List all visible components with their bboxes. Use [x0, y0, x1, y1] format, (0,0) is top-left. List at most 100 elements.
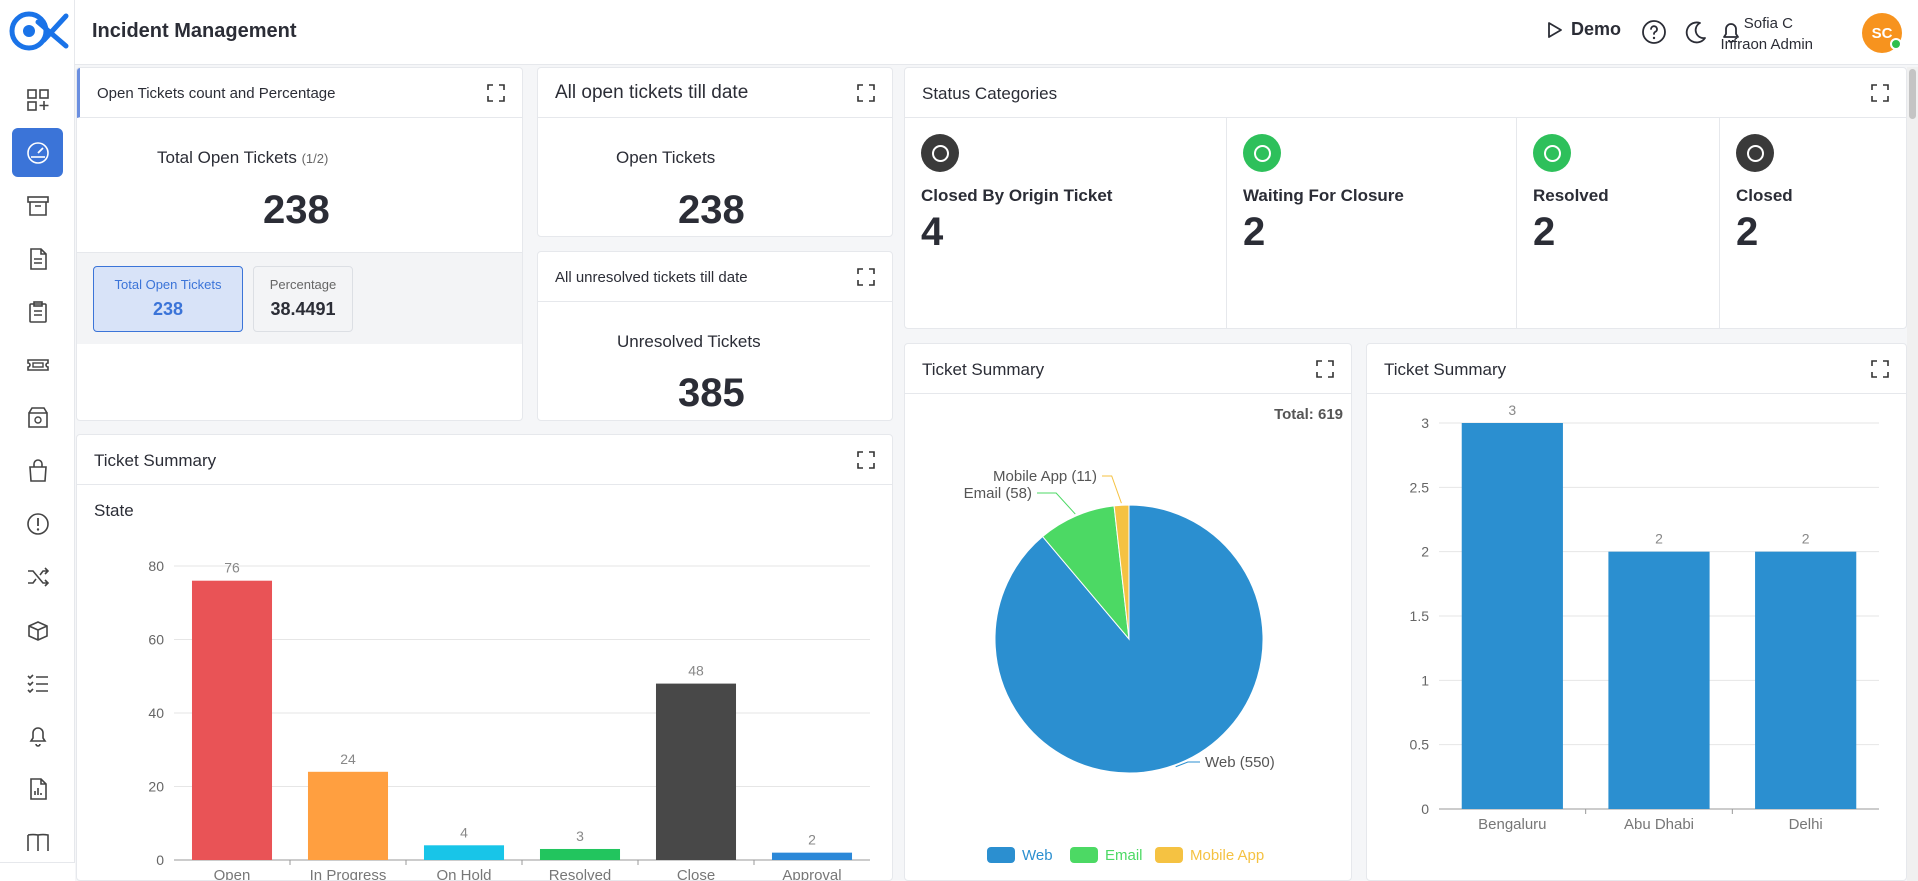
page-scrollbar[interactable]	[1907, 67, 1918, 881]
open-tickets-label: Open Tickets	[616, 148, 716, 167]
sidebar-item-checklist[interactable]	[12, 658, 63, 707]
top-header: Incident Management Demo Sofia C Infraon…	[75, 0, 1918, 65]
data-label: 2	[1655, 531, 1663, 547]
status-circle-icon	[1533, 134, 1571, 172]
total-open-tickets-pill[interactable]: Total Open Tickets 238	[93, 266, 243, 332]
scrollbar-thumb[interactable]	[1909, 69, 1916, 119]
sidebar-item-report-file[interactable]	[12, 764, 63, 813]
data-label: 2	[808, 832, 816, 848]
label-leader-line	[1102, 475, 1122, 504]
pie-ticket-summary-card: Ticket Summary Total: 619 Web (550) Email…	[904, 343, 1352, 881]
page-title: Incident Management	[92, 20, 297, 42]
bar[interactable]	[423, 845, 505, 860]
card-title: All open tickets till date	[555, 82, 749, 103]
status-value: 2	[1736, 210, 1759, 254]
expand-icon[interactable]	[857, 84, 875, 102]
app-logo[interactable]	[8, 10, 70, 52]
all-open-tickets-card: All open tickets till date Open Tickets …	[537, 67, 893, 237]
status-value: 2	[1533, 210, 1556, 254]
chart-subtitle: State	[94, 501, 134, 520]
alert-circle-icon	[26, 512, 49, 535]
card-title: All unresolved tickets till date	[555, 269, 748, 286]
sidebar-item-document[interactable]	[12, 234, 63, 283]
card-header: Status Categories	[905, 68, 1906, 118]
legend-swatch[interactable]	[987, 847, 1015, 863]
shuffle-icon	[27, 566, 49, 587]
bar[interactable]	[771, 852, 853, 860]
bar[interactable]	[307, 771, 389, 860]
x-tick-label: Resolved	[549, 867, 612, 881]
y-tick-label: 0	[1421, 801, 1429, 817]
status-label: Closed By Origin Ticket	[921, 186, 1113, 205]
bar[interactable]	[655, 683, 737, 860]
data-label: 4	[460, 824, 468, 840]
unresolved-tickets-value: 385	[678, 371, 745, 415]
pill-value: 238	[152, 299, 184, 319]
pie-slice[interactable]	[1113, 504, 1130, 640]
x-tick-label: Bengaluru	[1478, 816, 1546, 833]
help-icon[interactable]	[1641, 19, 1667, 45]
sidebar-item-clipboard[interactable]	[12, 287, 63, 336]
total-open-tickets-label: Total Open Tickets (1/2)	[157, 148, 328, 168]
page-indicator[interactable]: (1/2)	[301, 151, 329, 166]
box-open-icon	[27, 620, 48, 641]
legend-label[interactable]: Mobile App	[1190, 847, 1264, 864]
status-category-item[interactable]: Waiting For Closure 2	[1227, 118, 1517, 328]
status-category-item[interactable]: Closed By Origin Ticket 4	[905, 118, 1227, 328]
sidebar-item-package-gear[interactable]	[12, 393, 63, 442]
expand-icon[interactable]	[1871, 360, 1889, 378]
sidebar-item-shopping-bag[interactable]	[12, 446, 63, 495]
unresolved-tickets-card: All unresolved tickets till date Unresol…	[537, 251, 893, 421]
bar[interactable]	[191, 580, 273, 860]
x-tick-label: Abu Dhabi	[1624, 816, 1694, 833]
legend-swatch[interactable]	[1155, 847, 1183, 863]
legend-label[interactable]: Email	[1105, 847, 1143, 864]
open-tickets-count-card: Open Tickets count and Percentage Total …	[76, 67, 523, 421]
status-category-item[interactable]: Closed 2	[1720, 118, 1906, 328]
card-header: Ticket Summary	[77, 435, 892, 485]
pie-slice[interactable]	[1041, 505, 1130, 641]
expand-icon[interactable]	[857, 268, 875, 286]
unresolved-tickets-label: Unresolved Tickets	[617, 332, 761, 351]
sidebar-item-alert-circle[interactable]	[12, 499, 63, 548]
demo-button[interactable]: Demo	[1547, 19, 1621, 40]
bar[interactable]	[539, 848, 621, 860]
y-tick-label: 1.5	[1410, 608, 1430, 624]
sidebar-item-shuffle[interactable]	[12, 552, 63, 601]
book-icon	[26, 833, 49, 851]
data-label: 2	[1802, 531, 1810, 547]
y-tick-label: 20	[148, 779, 164, 795]
sidebar-footer	[0, 862, 75, 881]
sidebar-item-archive-box[interactable]	[12, 181, 63, 230]
expand-icon[interactable]	[1871, 84, 1889, 102]
legend-swatch[interactable]	[1070, 847, 1098, 863]
dark-mode-moon-icon[interactable]	[1683, 19, 1709, 45]
bar[interactable]	[1608, 551, 1710, 809]
legend-label[interactable]: Web	[1022, 847, 1053, 864]
status-value: 4	[921, 210, 944, 254]
data-label: 76	[224, 560, 240, 576]
bar[interactable]	[1461, 423, 1563, 809]
status-circle-icon	[921, 134, 959, 172]
status-category-item[interactable]: Resolved 2	[1517, 118, 1720, 328]
archive-box-icon	[26, 195, 49, 216]
sidebar-item-dashboard-gauge[interactable]	[12, 128, 63, 177]
notification-bell-icon[interactable]	[1718, 19, 1744, 45]
sidebar-item-box-open[interactable]	[12, 605, 63, 654]
bar[interactable]	[1755, 551, 1857, 809]
percentage-pill[interactable]: Percentage 38.4491	[253, 266, 353, 332]
expand-icon[interactable]	[857, 451, 875, 469]
card-title: Ticket Summary	[1384, 360, 1507, 379]
data-label: 24	[340, 751, 356, 767]
expand-icon[interactable]	[487, 84, 505, 102]
sidebar-item-ticket[interactable]	[12, 340, 63, 389]
clipboard-icon	[28, 300, 47, 323]
label-text: Total Open Tickets	[157, 148, 297, 167]
y-tick-label: 2	[1421, 544, 1429, 560]
sidebar-item-grid[interactable]	[12, 75, 63, 124]
expand-icon[interactable]	[1316, 360, 1334, 378]
sidebar-item-bell[interactable]	[12, 711, 63, 760]
sidebar-item-book[interactable]	[12, 817, 63, 866]
total-open-tickets-value: 238	[263, 188, 330, 232]
y-tick-label: 80	[148, 558, 164, 574]
